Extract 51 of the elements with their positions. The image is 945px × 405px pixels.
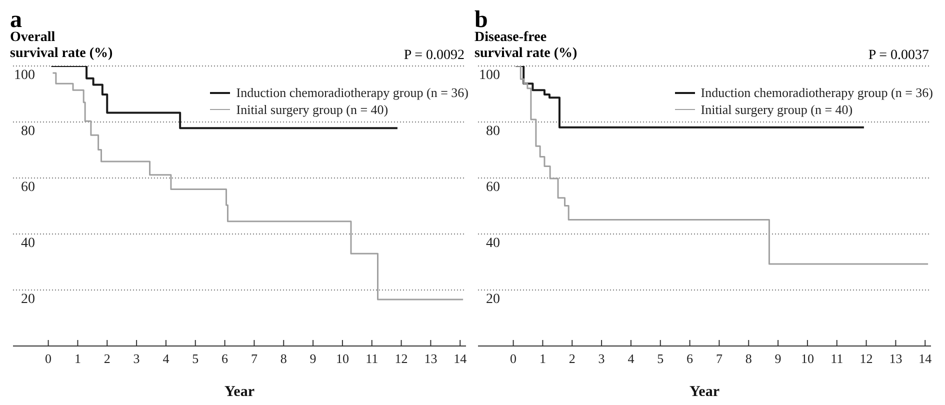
- x-axis-title: Year: [224, 384, 255, 400]
- x-tick-label: 12: [394, 351, 408, 366]
- x-tick-label: 1: [74, 351, 81, 366]
- x-tick-label: 1: [538, 351, 546, 366]
- x-tick-label: 5: [192, 351, 199, 366]
- y-tick-label: 60: [486, 180, 500, 195]
- x-tick-label: 14: [454, 351, 468, 366]
- y-tick-label: 60: [21, 180, 35, 195]
- x-tick-label: 13: [424, 351, 438, 366]
- chart-title: a: [10, 7, 22, 33]
- x-tick-label: 0: [510, 351, 516, 366]
- x-tick-label: 10: [800, 351, 814, 366]
- x-tick-label: 11: [830, 351, 843, 366]
- x-tick-label: 12: [859, 351, 872, 366]
- x-tick-label: 9: [774, 351, 781, 366]
- x-tick-label: 6: [686, 351, 694, 366]
- y-tick-label: 20: [486, 292, 500, 307]
- x-tick-label: 11: [366, 351, 378, 366]
- x-tick-label: 5: [656, 351, 664, 366]
- x-tick-label: 4: [627, 351, 634, 366]
- y-tick-label: 20: [21, 292, 35, 307]
- x-tick-label: 4: [162, 351, 170, 366]
- x-tick-label: 0: [45, 351, 52, 366]
- x-tick-label: 14: [918, 351, 932, 366]
- x-tick-label: 7: [250, 351, 258, 366]
- x-tick-label: 2: [104, 351, 110, 366]
- x-tick-label: 13: [888, 351, 902, 366]
- legend-label: Initial surgery group (n = 40): [236, 101, 388, 118]
- x-tick-label: 8: [744, 351, 752, 366]
- y-axis-title: Disease-free survival rate (%): [474, 30, 578, 62]
- y-tick-label: 40: [21, 236, 35, 251]
- text: P = 0.0037: [868, 48, 929, 64]
- text: P = 0.0092: [404, 48, 464, 64]
- x-axis-title: Year: [689, 384, 720, 400]
- y-tick-label: 80: [486, 124, 500, 139]
- y-tick-label: 80: [21, 124, 35, 139]
- x-tick-label: 6: [222, 351, 229, 366]
- x-tick-label: 3: [133, 351, 140, 366]
- legend-label: Induction chemoradiotherapy group (n = 36): [236, 84, 468, 101]
- legend-label: Initial surgery group (n = 40): [700, 101, 853, 118]
- y-axis-title: Overall survival rate (%): [10, 30, 113, 62]
- x-tick-label: 2: [568, 351, 575, 366]
- legend-label: Induction chemoradiotherapy group (n = 36): [700, 84, 933, 101]
- y-tick-label: 100: [478, 68, 500, 83]
- y-tick-label: 40: [486, 236, 500, 251]
- x-tick-label: 7: [715, 351, 722, 366]
- x-tick-label: 9: [310, 351, 316, 366]
- y-tick-label: 100: [14, 68, 35, 83]
- x-tick-label: 8: [280, 351, 287, 366]
- x-tick-label: 3: [598, 351, 604, 366]
- x-tick-label: 10: [336, 351, 349, 366]
